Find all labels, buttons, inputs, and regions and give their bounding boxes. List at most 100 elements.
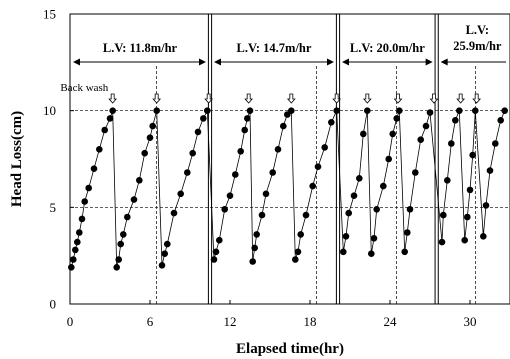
data-point bbox=[385, 155, 393, 163]
data-point bbox=[480, 233, 487, 240]
data-point bbox=[101, 126, 108, 134]
x-tick-label: 6 bbox=[147, 314, 154, 329]
plot-frame bbox=[69, 13, 510, 305]
data-point bbox=[136, 177, 143, 184]
data-point bbox=[177, 190, 184, 198]
data-point bbox=[302, 211, 310, 219]
data-point bbox=[244, 115, 251, 122]
phase-arrow-head-right bbox=[425, 58, 433, 66]
y-tick-label: 10 bbox=[43, 103, 56, 118]
backwash-arrow-icon bbox=[472, 93, 482, 104]
data-point bbox=[438, 238, 446, 246]
data-point bbox=[130, 196, 138, 203]
y-tick-label: 15 bbox=[43, 7, 56, 22]
data-point bbox=[68, 264, 75, 271]
data-point bbox=[373, 206, 381, 213]
data-point bbox=[212, 248, 220, 256]
data-point bbox=[85, 184, 92, 192]
data-point bbox=[251, 244, 258, 252]
data-point bbox=[153, 107, 160, 114]
data-point bbox=[221, 206, 228, 213]
data-point bbox=[120, 231, 127, 238]
data-point bbox=[237, 148, 244, 155]
data-point bbox=[389, 130, 397, 138]
data-point bbox=[149, 122, 156, 130]
data-point bbox=[497, 117, 505, 124]
y-tick-label: 0 bbox=[50, 297, 57, 312]
y-axis-ticks: 0 5 10 15 bbox=[43, 7, 74, 312]
data-point bbox=[321, 144, 329, 151]
data-point bbox=[472, 107, 479, 114]
data-point bbox=[246, 107, 254, 114]
phase-label: L.V: 14.7m/hr bbox=[237, 41, 312, 55]
data-point bbox=[241, 126, 248, 134]
phase-arrow-head-left bbox=[214, 58, 221, 66]
data-point bbox=[342, 233, 350, 240]
data-point bbox=[360, 130, 367, 138]
backwash-arrow-icon bbox=[362, 93, 372, 104]
data-point bbox=[393, 115, 401, 122]
data-point bbox=[170, 209, 178, 217]
data-point bbox=[72, 246, 79, 254]
data-point bbox=[158, 262, 166, 269]
data-point bbox=[356, 175, 363, 182]
data-point bbox=[288, 107, 295, 114]
data-point bbox=[466, 186, 474, 194]
data-point bbox=[253, 231, 260, 238]
data-point bbox=[90, 165, 98, 172]
data-point bbox=[486, 167, 494, 174]
backwash-arrow-icon bbox=[456, 93, 466, 104]
data-point bbox=[370, 235, 378, 242]
data-point bbox=[106, 115, 114, 122]
data-point bbox=[309, 182, 317, 190]
data-point bbox=[448, 140, 455, 147]
data-point bbox=[501, 107, 509, 114]
data-point bbox=[426, 109, 434, 116]
data-point bbox=[406, 206, 414, 213]
data-point bbox=[200, 115, 207, 122]
data-point bbox=[401, 248, 409, 256]
data-point bbox=[368, 250, 375, 257]
phase-arrow-head-right bbox=[327, 58, 334, 66]
data-point bbox=[249, 258, 256, 265]
data-point bbox=[184, 169, 191, 176]
data-series bbox=[68, 107, 509, 271]
data-point bbox=[350, 192, 358, 199]
phase-label: L.V: bbox=[466, 23, 490, 37]
data-point bbox=[216, 236, 223, 244]
data-point bbox=[364, 107, 371, 114]
data-point bbox=[78, 215, 86, 223]
phase-label: L.V: 20.0m/hr bbox=[350, 41, 425, 55]
data-point bbox=[422, 122, 430, 130]
data-point bbox=[258, 211, 266, 219]
phase-arrow-head-right bbox=[199, 58, 206, 66]
data-point bbox=[456, 107, 463, 114]
backwash-arrow-icon bbox=[332, 93, 342, 104]
x-tick-label: 24 bbox=[384, 314, 398, 329]
y-axis-title: Head Loss(cm) bbox=[9, 111, 25, 207]
backwash-arrow-icon bbox=[244, 93, 254, 104]
backwash-arrow-icon bbox=[152, 93, 162, 104]
data-point bbox=[412, 169, 419, 176]
data-point bbox=[314, 163, 322, 170]
data-point bbox=[226, 192, 234, 199]
data-point bbox=[274, 146, 282, 153]
data-point bbox=[482, 202, 490, 209]
phase-label: 25.9m/hr bbox=[453, 39, 502, 53]
data-point bbox=[81, 198, 88, 205]
data-point bbox=[269, 169, 277, 176]
data-point bbox=[417, 136, 425, 143]
data-point bbox=[189, 149, 196, 157]
backwash-arrow-icon bbox=[286, 93, 296, 104]
data-point bbox=[340, 248, 347, 256]
data-point bbox=[328, 119, 335, 126]
data-point bbox=[232, 171, 239, 178]
data-point bbox=[294, 248, 302, 256]
data-point bbox=[380, 182, 387, 190]
data-point bbox=[76, 229, 83, 236]
x-tick-label: 18 bbox=[304, 314, 317, 329]
phase-arrow-head-left bbox=[440, 58, 448, 66]
backwash-arrow-icon bbox=[108, 93, 118, 104]
data-point bbox=[440, 211, 447, 219]
